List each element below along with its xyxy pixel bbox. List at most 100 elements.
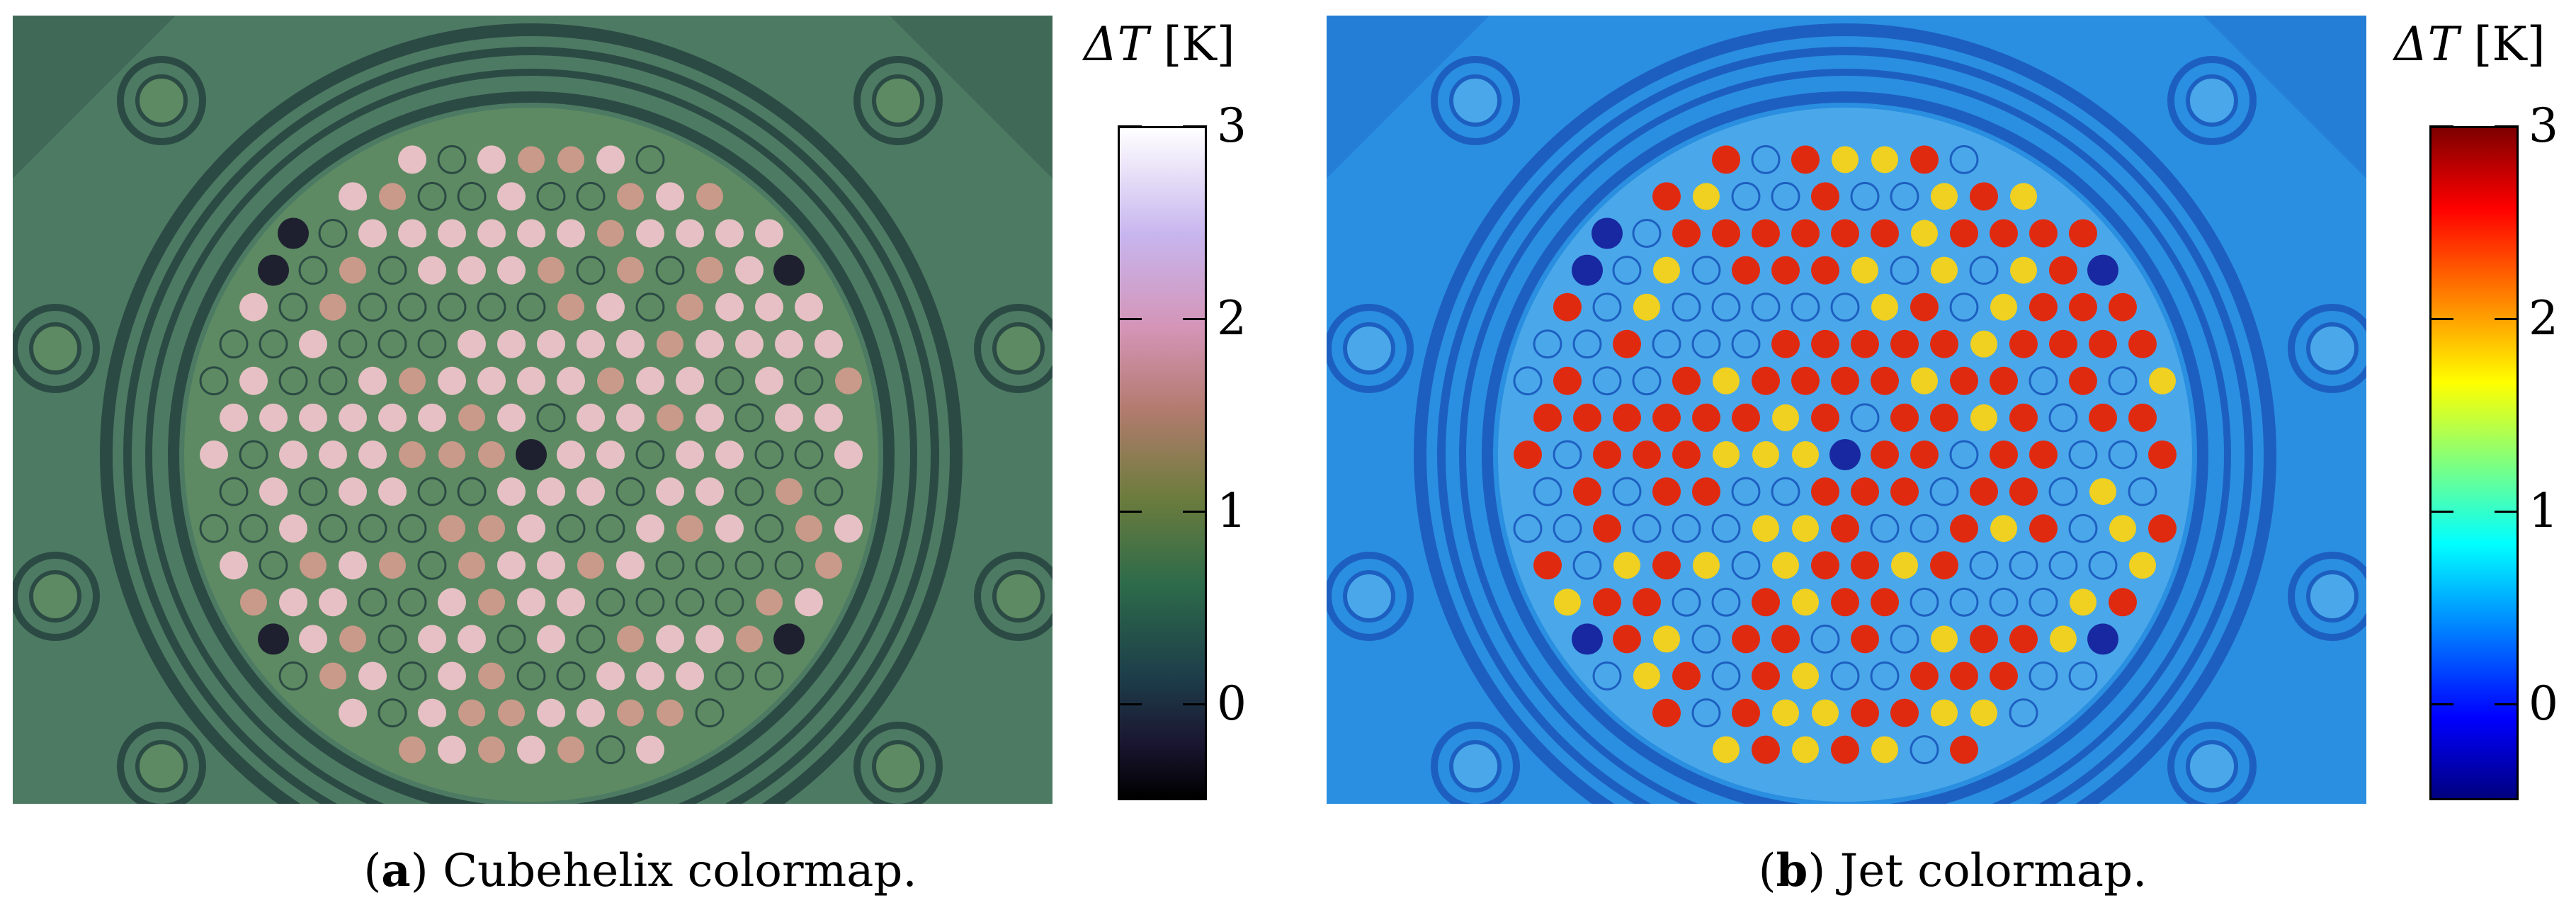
plate-hole xyxy=(517,514,545,543)
caption-b-text: Jet colormap. xyxy=(1839,845,2147,897)
plate-hole xyxy=(773,623,805,655)
plate-hole xyxy=(1871,588,1899,617)
plate-hole xyxy=(1732,256,1760,285)
plate-hole xyxy=(438,515,465,542)
plate-hole xyxy=(2069,219,2097,248)
plate-hole xyxy=(1831,219,1859,248)
plate-hole xyxy=(1811,403,1839,432)
plate-hole xyxy=(1572,254,1603,286)
plate-hole xyxy=(795,515,822,542)
plate-hole xyxy=(478,441,505,468)
plate-hole xyxy=(1632,219,1662,248)
plate-hole xyxy=(517,366,545,395)
plate-hole xyxy=(1771,329,1800,358)
plate-hole xyxy=(518,146,545,174)
plate-hole xyxy=(1851,477,1879,506)
bolt-ring xyxy=(2167,56,2257,145)
plate-hole xyxy=(1931,625,1958,653)
plate-hole xyxy=(1969,550,1999,580)
plate-hole xyxy=(1652,329,1681,359)
plate-hole xyxy=(556,513,586,543)
plate-hole xyxy=(1949,587,1979,617)
colorbar-tick-label: 1 xyxy=(1217,484,1247,538)
plate-hole xyxy=(1829,439,1861,470)
colorbar-tick-mark xyxy=(1183,125,1207,127)
plate-hole xyxy=(318,366,348,396)
plate-hole xyxy=(1652,551,1681,580)
plate-hole xyxy=(339,625,366,653)
plate-hole xyxy=(1930,329,1958,358)
plate-hole xyxy=(339,182,367,211)
plate-hole xyxy=(1990,515,2017,542)
plate-hole xyxy=(1990,219,2018,248)
plate-hole xyxy=(1772,552,1799,579)
plate-hole xyxy=(1871,736,1898,763)
flange-ring xyxy=(1482,91,2208,804)
plate-hole xyxy=(795,588,823,617)
plate-hole xyxy=(200,441,228,469)
plate-hole xyxy=(557,293,584,321)
plate-hole xyxy=(278,661,308,690)
colorbar-a xyxy=(1118,126,1207,800)
plate-hole xyxy=(279,588,307,617)
plate-hole xyxy=(1672,661,1701,690)
plate-hole xyxy=(2148,514,2177,543)
plate-hole xyxy=(1713,736,1740,763)
plate-hole xyxy=(498,699,525,727)
plate-hole xyxy=(259,403,288,432)
plate-hole xyxy=(379,552,406,579)
plate-hole xyxy=(1910,661,1939,690)
plate-hole xyxy=(1851,329,1879,358)
plate-hole xyxy=(1732,698,1760,727)
plate-hole xyxy=(1572,329,1602,359)
plate-hole xyxy=(1691,329,1721,359)
plate-hole xyxy=(1711,661,1741,690)
plate-hole xyxy=(1792,515,1819,542)
plate-hole xyxy=(1711,513,1741,543)
plate-hole xyxy=(1771,477,1800,506)
plate-hole xyxy=(1910,292,1939,322)
plate-hole xyxy=(596,661,625,690)
plate-hole xyxy=(1811,182,1839,211)
colorbar-tick-label: 0 xyxy=(1217,676,1247,731)
plate-hole xyxy=(1990,366,2018,395)
plate-hole xyxy=(2149,367,2176,394)
plate-hole xyxy=(696,183,723,210)
plate-hole xyxy=(1672,587,1701,617)
plate-hole xyxy=(556,661,586,690)
plate-hole xyxy=(1752,515,1779,542)
plate-hole xyxy=(1652,698,1681,727)
plate-hole xyxy=(596,145,625,174)
plate-hole xyxy=(2029,292,2058,322)
bolt-ring xyxy=(2167,722,2257,804)
plate-hole xyxy=(2089,403,2117,432)
plate-hole xyxy=(1553,366,1582,395)
plate-hole xyxy=(676,366,704,395)
plate-hole xyxy=(755,292,783,322)
plate-hole xyxy=(1752,661,1780,690)
plate-hole xyxy=(1969,256,1999,285)
plate-hole xyxy=(240,589,267,616)
plate-hole xyxy=(537,477,565,506)
plate-hole xyxy=(279,441,307,469)
plate-hole xyxy=(1970,182,1998,211)
colorbar-tick-mark xyxy=(2429,318,2453,320)
plate-hole xyxy=(676,661,704,690)
plate-hole xyxy=(676,441,704,469)
plate-hole xyxy=(258,254,289,286)
plate-hole xyxy=(1533,329,1562,359)
plate-hole xyxy=(497,403,526,432)
bolt-head xyxy=(1343,570,1395,623)
plate-hole xyxy=(1832,146,1859,174)
flange-corner xyxy=(890,16,1052,178)
plate-hole xyxy=(1672,292,1701,322)
plate-hole xyxy=(1811,477,1839,506)
bolt-head xyxy=(135,740,188,792)
plate-hole xyxy=(1692,477,1720,506)
plate-hole xyxy=(656,625,684,654)
plate-hole xyxy=(1791,145,1820,174)
plate-hole xyxy=(417,550,447,580)
plate-hole xyxy=(576,256,606,285)
plate-hole xyxy=(2108,366,2138,396)
plate-hole xyxy=(1752,219,1780,248)
